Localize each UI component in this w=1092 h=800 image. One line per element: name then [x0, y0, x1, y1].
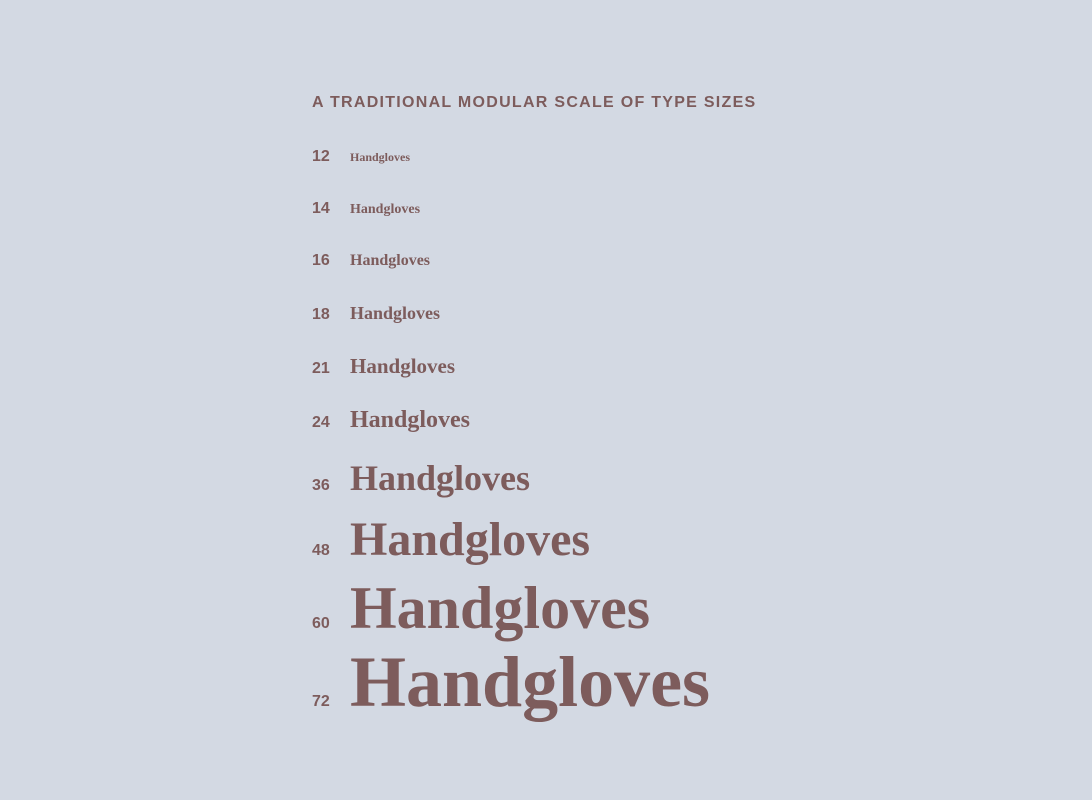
size-label: 14 [312, 200, 350, 218]
scale-row: 60 Handgloves [312, 578, 757, 638]
size-label: 16 [312, 252, 350, 270]
size-label: 60 [312, 615, 350, 633]
scale-row: 48 Handgloves [312, 516, 757, 564]
scale-row: 24 Handgloves [312, 408, 757, 432]
size-label: 48 [312, 542, 350, 560]
scale-row: 21 Handgloves [312, 356, 757, 378]
size-label: 72 [312, 693, 350, 711]
type-scale-container: A Traditional Modular Scale of Type Size… [312, 94, 757, 718]
page-title: A Traditional Modular Scale of Type Size… [312, 94, 757, 112]
specimen-text: Handgloves [350, 460, 530, 496]
size-label: 21 [312, 360, 350, 378]
scale-row: 12 Handgloves [312, 148, 757, 166]
specimen-text: Handgloves [350, 578, 650, 638]
size-label: 18 [312, 306, 350, 324]
specimen-text: Handgloves [350, 203, 420, 217]
specimen-text: Handgloves [350, 253, 430, 269]
specimen-text: Handgloves [350, 646, 710, 718]
specimen-text: Handgloves [350, 151, 410, 163]
scale-row: 36 Handgloves [312, 460, 757, 496]
scale-row: 16 Handgloves [312, 252, 757, 270]
specimen-text: Handgloves [350, 516, 590, 564]
size-label: 36 [312, 477, 350, 495]
scale-row: 18 Handgloves [312, 304, 757, 324]
size-label: 12 [312, 148, 350, 166]
scale-row: 72 Handgloves [312, 646, 757, 718]
specimen-text: Handgloves [350, 304, 440, 322]
size-label: 24 [312, 414, 350, 432]
specimen-text: Handgloves [350, 408, 470, 432]
specimen-text: Handgloves [350, 356, 455, 377]
scale-row: 14 Handgloves [312, 200, 757, 218]
